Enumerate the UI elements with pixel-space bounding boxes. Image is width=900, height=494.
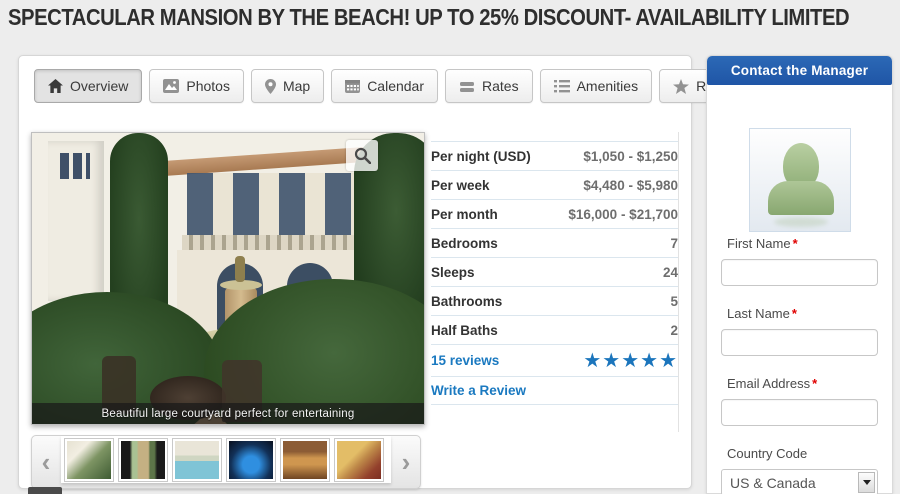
- country-code-label: Country Code: [727, 446, 808, 461]
- table-row: Per night (USD) $1,050 - $1,250: [431, 141, 678, 170]
- tab-label: Amenities: [576, 78, 639, 94]
- row-value: $16,000 - $21,700: [568, 206, 678, 222]
- last-name-label: Last Name *: [727, 306, 797, 321]
- star-icon: [673, 78, 690, 94]
- first-name-field[interactable]: [721, 259, 878, 286]
- row-label: Sleeps: [431, 264, 475, 280]
- first-name-group: First Name *: [721, 236, 878, 286]
- thumbnail-night-pool[interactable]: [226, 437, 276, 482]
- table-row: Sleeps 24: [431, 257, 678, 286]
- table-row: Bedrooms 7: [431, 228, 678, 257]
- reviews-link[interactable]: 15 reviews: [431, 353, 500, 368]
- country-code-value: US & Canada: [730, 474, 816, 491]
- dropdown-arrow-icon[interactable]: [858, 472, 875, 493]
- thumbnail-list: [61, 436, 391, 483]
- photo-caption: Beautiful large courtyard perfect for en…: [32, 403, 424, 424]
- required-marker: *: [812, 376, 818, 391]
- row-label: Bathrooms: [431, 293, 503, 309]
- row-label: Per month: [431, 206, 498, 222]
- avatar-reflection: [774, 217, 828, 227]
- last-name-field[interactable]: [721, 329, 878, 356]
- carousel-prev-icon[interactable]: ‹: [41, 446, 51, 477]
- tab-label: Calendar: [367, 78, 425, 94]
- tab-label: Photos: [186, 78, 230, 94]
- tab-map[interactable]: Map: [250, 69, 325, 103]
- contact-manager-panel: Contact the Manager First Name * Last Nam…: [706, 55, 893, 494]
- row-value: 2: [670, 322, 678, 338]
- avatar-silhouette-body: [768, 181, 834, 215]
- table-row: Half Baths 2: [431, 315, 678, 344]
- email-label: Email Address *: [727, 376, 818, 391]
- thumbnail-kitchen[interactable]: [280, 437, 330, 482]
- row-value: 7: [670, 235, 678, 251]
- thumbnail-pool-statue[interactable]: [172, 437, 222, 482]
- contact-form: First Name * Last Name * Email Address * Co…: [721, 236, 878, 494]
- calendar-icon: [345, 80, 361, 93]
- carousel-next-icon[interactable]: ›: [401, 446, 411, 477]
- country-code-select[interactable]: US & Canada: [721, 469, 878, 494]
- thumbnail-doorway-fountain[interactable]: [118, 437, 168, 482]
- write-review-row: Write a Review: [431, 376, 678, 405]
- page-title: SPECTACULAR MANSION BY THE BEACH! UP TO …: [8, 4, 850, 30]
- tab-photos[interactable]: Photos: [149, 69, 244, 103]
- star-rating: ★★★★★: [583, 349, 678, 372]
- row-label: Per week: [431, 177, 490, 193]
- home-icon: [48, 79, 63, 93]
- country-code-group: Country Code US & Canada: [721, 446, 878, 494]
- email-group: Email Address *: [721, 376, 878, 426]
- last-name-group: Last Name *: [721, 306, 878, 356]
- tab-label: Overview: [70, 78, 129, 94]
- tab-calendar[interactable]: Calendar: [331, 69, 439, 103]
- manager-avatar: [749, 128, 851, 232]
- reviews-row: 15 reviews ★★★★★: [431, 344, 678, 376]
- cut-off-dark-element: [28, 487, 62, 494]
- row-label: Per night (USD): [431, 148, 531, 164]
- tab-label: Map: [282, 78, 311, 94]
- thumbnail-carousel: ‹ ›: [31, 435, 421, 489]
- tab-label: Rates: [482, 78, 519, 94]
- email-field[interactable]: [721, 399, 878, 426]
- required-marker: *: [792, 236, 798, 251]
- contact-panel-header: Contact the Manager: [707, 56, 892, 85]
- thumbnail-courtyard-building[interactable]: [64, 437, 114, 482]
- magnifier-icon[interactable]: [346, 140, 378, 171]
- first-name-label: First Name *: [727, 236, 798, 251]
- row-value: $1,050 - $1,250: [583, 148, 678, 164]
- tab-bar: Overview Photos Map Calendar Rates Ameni…: [34, 69, 763, 103]
- listing-overview-card: Overview Photos Map Calendar Rates Ameni…: [18, 55, 763, 489]
- table-row: Per month $16,000 - $21,700: [431, 199, 678, 228]
- photo-statue: [235, 256, 245, 282]
- tab-overview[interactable]: Overview: [34, 69, 143, 103]
- row-label: Bedrooms: [431, 235, 498, 251]
- row-label: Half Baths: [431, 322, 498, 338]
- photo-tower-windows: [60, 153, 90, 179]
- row-value: $4,480 - $5,980: [583, 177, 678, 193]
- required-marker: *: [791, 306, 797, 321]
- tab-amenities[interactable]: Amenities: [539, 69, 653, 103]
- amenities-list-icon: [553, 79, 570, 92]
- photo-fountain-top: [220, 280, 262, 290]
- map-pin-icon: [264, 78, 276, 94]
- tab-rates[interactable]: Rates: [445, 69, 533, 103]
- column-divider: [678, 132, 679, 432]
- write-review-link[interactable]: Write a Review: [431, 383, 527, 398]
- row-value: 24: [662, 264, 678, 280]
- table-row: Bathrooms 5: [431, 286, 678, 315]
- details-table: Per night (USD) $1,050 - $1,250 Per week…: [431, 141, 678, 405]
- table-row: Per week $4,480 - $5,980: [431, 170, 678, 199]
- photos-icon: [163, 79, 180, 93]
- rates-icon: [460, 81, 475, 92]
- row-value: 5: [670, 293, 678, 309]
- main-photo[interactable]: Beautiful large courtyard perfect for en…: [31, 132, 425, 425]
- thumbnail-living-room[interactable]: [334, 437, 384, 482]
